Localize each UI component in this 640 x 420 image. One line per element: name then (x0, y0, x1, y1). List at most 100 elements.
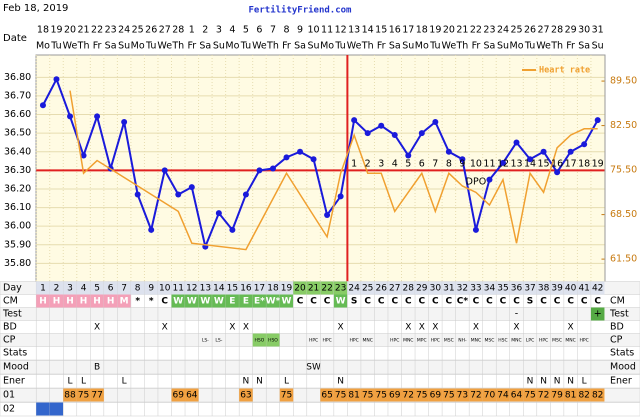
y2-tick-label: 68.50 (610, 209, 637, 220)
cp-value: HPC (580, 338, 589, 344)
weekday: Sa (484, 41, 496, 52)
temperature-point (351, 117, 358, 124)
bd-value: X (405, 323, 411, 333)
mood-value: SW (306, 363, 321, 373)
dpo-number: 11 (483, 159, 495, 170)
weekday: Fr (472, 41, 481, 52)
day-cell (509, 281, 524, 295)
date: 5 (243, 25, 249, 36)
dpo-number: 6 (419, 159, 425, 170)
day-cell (415, 281, 429, 295)
cm-cell (333, 294, 348, 308)
cm-cell (63, 294, 77, 308)
cycle-day: 23 (335, 284, 346, 294)
hr-cell (428, 388, 443, 402)
day-cell (360, 281, 375, 295)
hr-cell (374, 388, 388, 402)
hr-cell (320, 388, 334, 402)
row-bg (0, 360, 640, 375)
weekday: We (63, 41, 78, 52)
row-label-right: Mood (610, 362, 636, 373)
temperature-point (418, 130, 425, 137)
cm-value: C (554, 297, 561, 307)
hr-value: 77 (91, 391, 102, 401)
cp-cell (252, 333, 267, 347)
date: 21 (78, 25, 90, 36)
hr-cell (333, 388, 348, 402)
cp-value: HPC (431, 338, 440, 344)
y-tick-label: 36.20 (4, 183, 31, 194)
cm-value: C (419, 297, 426, 307)
day-cell (185, 281, 199, 295)
hr-value: 72 (403, 391, 414, 401)
bd-value: X (432, 323, 438, 333)
weekday: Sa (578, 41, 590, 52)
y2-tick-label: 75.50 (610, 165, 637, 176)
hr-value: 75 (524, 391, 535, 401)
cycle-day: 10 (159, 284, 171, 294)
cm-value: C (500, 297, 507, 307)
dpo-number: 2 (365, 159, 371, 170)
row-label-right: CP (610, 335, 623, 346)
cp-value: NH- (458, 338, 467, 344)
day-cell (496, 281, 510, 295)
cycle-day: 14 (213, 284, 225, 294)
cm-value: C (446, 297, 453, 307)
hr-value: 82 (578, 391, 589, 401)
date: 19 (429, 25, 441, 36)
weekday: Th (77, 41, 90, 52)
y-tick-label: 36.80 (4, 72, 31, 83)
cp-value: MSC (552, 338, 562, 344)
ener-value: L (68, 377, 73, 387)
cp-value: MNC (511, 338, 521, 344)
day-cell (117, 281, 131, 295)
ener-value: N (243, 377, 250, 387)
date: 10 (308, 25, 320, 36)
cm-cell (103, 294, 118, 308)
date: 29 (565, 25, 577, 36)
date: 3 (216, 25, 222, 36)
temperature-point (175, 191, 182, 198)
y2-tick-label: 82.50 (610, 120, 637, 131)
date: 22 (91, 25, 103, 36)
cm-value: E* (254, 297, 265, 307)
dpo-number: 5 (405, 159, 411, 170)
cycle-day: 6 (108, 284, 114, 294)
bd-value: X (229, 323, 235, 333)
row-label: Test (2, 309, 22, 320)
cm-cell (239, 294, 253, 308)
cm-value: W (173, 297, 183, 307)
row-label: BD (3, 322, 17, 333)
date: 18 (37, 25, 49, 36)
day-cell (144, 281, 158, 295)
hr-cell (482, 388, 497, 402)
cp-value: MSC (444, 338, 454, 344)
weekday: We (252, 41, 267, 52)
weekday: Th (171, 41, 184, 52)
temperature-line (42, 76, 599, 250)
cycle-day: 29 (416, 284, 428, 294)
ener-value: N (337, 377, 344, 387)
cm-value: C* (457, 297, 469, 307)
cm-value: H (39, 297, 47, 307)
hr-cell (536, 388, 551, 402)
dpo-number: 7 (432, 159, 438, 170)
cycle-day: 8 (135, 284, 141, 294)
date: 14 (362, 25, 374, 36)
bd-value: X (513, 323, 519, 333)
row-label-right: Stats (610, 348, 634, 359)
y-tick-label: 36.50 (4, 128, 31, 139)
cm-value: C (540, 297, 547, 307)
cm-cell (198, 294, 213, 308)
weekday: Tu (334, 41, 345, 52)
cycle-day: 41 (578, 284, 589, 294)
weekday: Mo (415, 41, 429, 52)
bd-value: X (94, 323, 100, 333)
cm-value: M (120, 297, 129, 307)
y2-tick-label: 61.50 (610, 254, 637, 265)
weekday: Tu (429, 41, 440, 52)
cm-value: C (297, 297, 304, 307)
day-cell (76, 281, 91, 295)
row-label-right: BD (610, 322, 624, 333)
date: 24 (497, 25, 509, 36)
